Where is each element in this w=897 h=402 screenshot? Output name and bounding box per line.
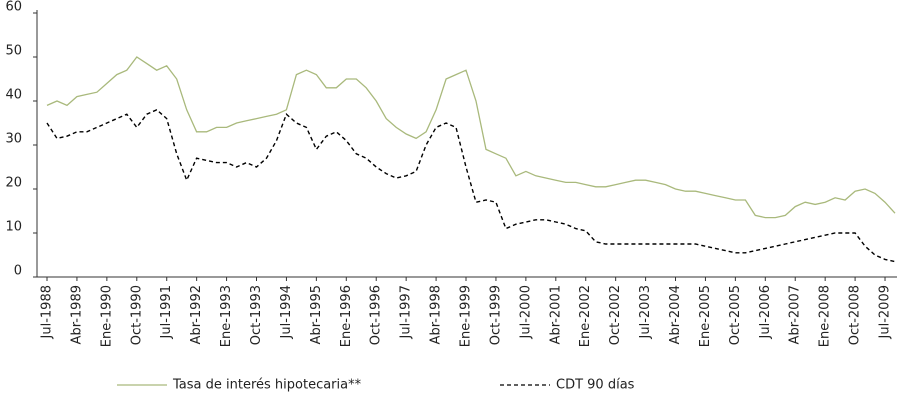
x-tick-label: Oct-2002 (608, 285, 623, 345)
x-tick-label: Jul-1994 (279, 285, 294, 339)
line-series (46, 108, 896, 263)
x-tick-label: Oct-1990 (129, 285, 144, 345)
x-tick-label: Ene-2002 (578, 285, 593, 347)
x-tick-label: Oct-1993 (249, 285, 264, 345)
x-tick-label: Abr-1995 (309, 285, 324, 344)
x-tick-label: Abr-2004 (668, 285, 683, 344)
x-tick-label: Jul-2000 (518, 285, 533, 339)
y-tick-label: 0 (14, 264, 22, 279)
x-tick-label: Ene-1999 (459, 285, 474, 347)
x-tick-label: Jul-1997 (399, 285, 414, 339)
x-tick-label: Abr-2007 (788, 285, 803, 344)
x-tick-label: Oct-2005 (728, 285, 743, 345)
x-tick-label: Oct-1996 (369, 285, 384, 345)
x-tick-label: Abr-1992 (189, 285, 204, 344)
legend-label: Tasa de interés hipotecaria** (172, 378, 362, 393)
x-tick-label: Abr-1989 (69, 285, 84, 344)
x-tick-label: Abr-1998 (429, 285, 444, 344)
y-tick-label: 10 (5, 220, 22, 235)
y-tick-label: 40 (5, 88, 22, 103)
x-tick-label: Jul-1991 (159, 285, 174, 339)
y-tick-label: 60 (5, 0, 22, 15)
x-tick-label: Ene-1990 (99, 285, 114, 347)
legend-label: CDT 90 días (556, 378, 635, 393)
x-tick-label: Oct-1999 (488, 285, 503, 345)
x-tick-label: Oct-2008 (848, 285, 863, 345)
x-tick-label: Jul-2009 (878, 285, 893, 339)
x-tick-label: Abr-2001 (548, 285, 563, 344)
x-tick-label: Jul-2006 (758, 285, 773, 339)
line-series (46, 56, 896, 219)
x-tick-label: Jul-1988 (40, 285, 55, 339)
y-tick-label: 30 (5, 132, 22, 147)
x-tick-label: Ene-1996 (339, 285, 354, 347)
x-tick-label: Jul-2003 (638, 285, 653, 339)
x-tick-label: Ene-1993 (219, 285, 234, 347)
y-tick-label: 50 (5, 44, 22, 59)
x-tick-label: Ene-2008 (818, 285, 833, 347)
x-tick-label: Ene-2005 (698, 285, 713, 347)
y-tick-label: 20 (5, 176, 22, 191)
